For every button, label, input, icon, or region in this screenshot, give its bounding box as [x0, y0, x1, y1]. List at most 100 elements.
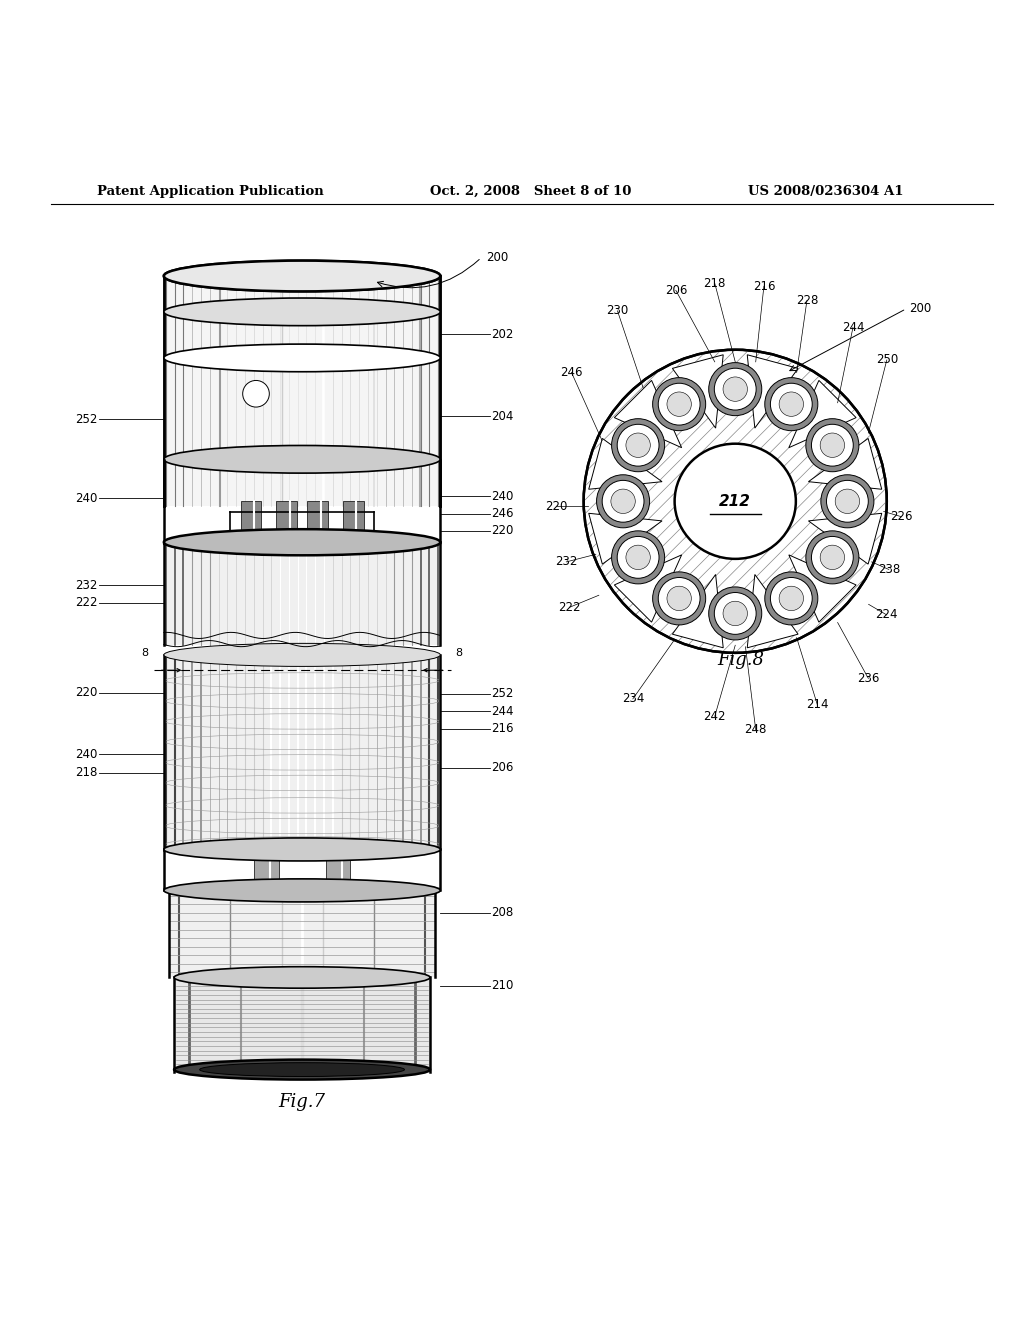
Circle shape [821, 475, 873, 528]
Bar [343, 502, 364, 548]
Text: 252: 252 [75, 413, 97, 426]
Circle shape [597, 475, 649, 528]
Text: 8: 8 [141, 648, 148, 657]
Circle shape [715, 368, 756, 411]
Circle shape [611, 490, 635, 513]
Text: 222: 222 [75, 597, 97, 609]
Polygon shape [589, 513, 663, 564]
Text: 202: 202 [492, 327, 514, 341]
Text: 218: 218 [703, 277, 726, 289]
Text: 216: 216 [492, 722, 514, 735]
Circle shape [723, 601, 748, 626]
Circle shape [779, 392, 804, 416]
Circle shape [652, 378, 706, 430]
Polygon shape [748, 355, 798, 428]
Ellipse shape [174, 1060, 430, 1080]
Polygon shape [589, 438, 663, 490]
Text: 218: 218 [75, 766, 97, 779]
Bar [276, 502, 297, 548]
Circle shape [770, 383, 812, 425]
Circle shape [811, 424, 853, 466]
Text: 200: 200 [909, 302, 932, 315]
Text: 244: 244 [842, 321, 864, 334]
Ellipse shape [164, 445, 440, 473]
Circle shape [723, 378, 748, 401]
Text: 210: 210 [492, 979, 514, 993]
Polygon shape [748, 574, 798, 648]
Text: 220: 220 [75, 686, 97, 700]
Polygon shape [614, 554, 682, 622]
Text: 232: 232 [75, 578, 97, 591]
Text: 212: 212 [719, 494, 752, 508]
Circle shape [709, 587, 762, 640]
Polygon shape [808, 438, 882, 490]
Ellipse shape [675, 444, 796, 558]
Text: 214: 214 [806, 697, 828, 710]
Ellipse shape [164, 529, 440, 556]
Text: 224: 224 [876, 609, 898, 622]
Text: 238: 238 [878, 562, 900, 576]
Circle shape [820, 545, 845, 569]
Circle shape [617, 424, 659, 466]
Text: 230: 230 [606, 305, 629, 317]
Bar [326, 853, 350, 886]
Ellipse shape [164, 643, 440, 667]
Text: 228: 228 [796, 294, 818, 308]
Circle shape [826, 480, 868, 523]
Bar [254, 853, 279, 886]
Circle shape [811, 536, 853, 578]
Circle shape [765, 572, 818, 624]
Bar [174, 977, 430, 1072]
Text: 222: 222 [558, 601, 581, 614]
Circle shape [626, 545, 650, 569]
Circle shape [611, 531, 665, 583]
Polygon shape [614, 380, 682, 447]
Text: 206: 206 [492, 762, 514, 774]
Circle shape [611, 418, 665, 471]
Polygon shape [673, 355, 723, 428]
Ellipse shape [164, 260, 440, 292]
Circle shape [806, 418, 859, 471]
Text: 252: 252 [492, 688, 514, 701]
Text: 240: 240 [75, 492, 97, 504]
Circle shape [709, 363, 762, 416]
Circle shape [584, 350, 887, 653]
Circle shape [658, 383, 700, 425]
Text: 200: 200 [486, 251, 509, 264]
Polygon shape [808, 513, 882, 564]
Circle shape [667, 392, 691, 416]
Text: 246: 246 [560, 366, 583, 379]
Ellipse shape [164, 838, 440, 861]
Text: 232: 232 [555, 556, 578, 569]
Text: 208: 208 [492, 907, 514, 920]
Circle shape [765, 378, 818, 430]
Text: 204: 204 [492, 409, 514, 422]
Bar [169, 891, 435, 977]
Text: 234: 234 [622, 693, 644, 705]
Ellipse shape [164, 529, 440, 554]
Circle shape [658, 577, 700, 619]
Text: Oct. 2, 2008   Sheet 8 of 10: Oct. 2, 2008 Sheet 8 of 10 [430, 185, 632, 198]
Bar [164, 276, 440, 507]
Ellipse shape [164, 345, 440, 372]
Text: 240: 240 [492, 490, 514, 503]
Circle shape [626, 433, 650, 458]
Text: 226: 226 [890, 510, 912, 523]
Text: Fig.7: Fig.7 [279, 1093, 326, 1111]
Text: Patent Application Publication: Patent Application Publication [97, 185, 324, 198]
Text: 246: 246 [492, 507, 514, 520]
Bar [241, 502, 261, 548]
Circle shape [243, 380, 269, 407]
Ellipse shape [164, 879, 440, 902]
Text: 236: 236 [857, 672, 880, 685]
Text: 248: 248 [744, 723, 767, 737]
Text: 220: 220 [545, 500, 567, 513]
Circle shape [602, 480, 644, 523]
Circle shape [836, 490, 859, 513]
Text: Fig.8: Fig.8 [717, 651, 764, 669]
Circle shape [715, 593, 756, 635]
Text: 250: 250 [876, 354, 898, 367]
Text: US 2008/0236304 A1: US 2008/0236304 A1 [748, 185, 903, 198]
Circle shape [617, 536, 659, 578]
Text: 240: 240 [75, 747, 97, 760]
